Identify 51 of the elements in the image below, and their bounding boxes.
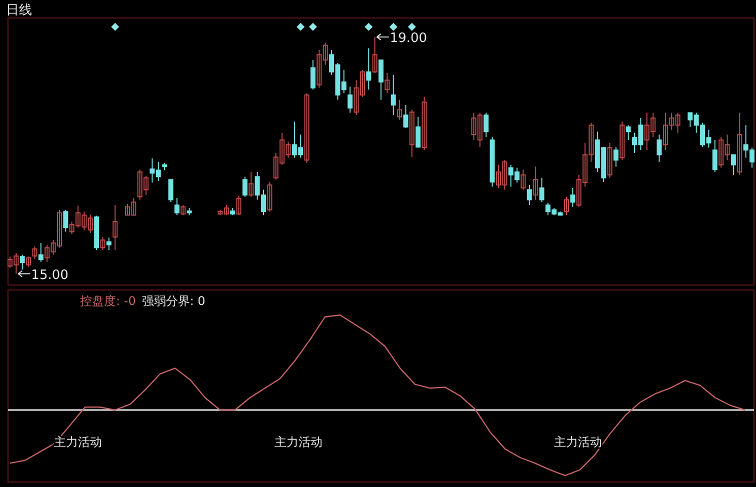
candlestick bbox=[570, 187, 576, 208]
candlestick bbox=[626, 124, 631, 140]
candlestick bbox=[730, 154, 736, 176]
annotation: 15.00 bbox=[31, 268, 68, 283]
candlestick bbox=[737, 112, 742, 176]
text: 控盘度: -0 bbox=[80, 294, 136, 308]
candlestick bbox=[607, 142, 612, 178]
candlestick bbox=[409, 109, 414, 158]
candlestick bbox=[520, 169, 526, 190]
candlestick bbox=[242, 176, 248, 198]
candlestick bbox=[613, 146, 618, 168]
candlestick bbox=[100, 236, 106, 251]
candlestick bbox=[20, 254, 25, 270]
candlestick bbox=[32, 246, 38, 260]
annotation: 主力活动 bbox=[554, 435, 602, 449]
candlestick bbox=[112, 204, 118, 251]
candlestick bbox=[348, 86, 353, 114]
candlestick bbox=[564, 196, 569, 216]
candlestick bbox=[236, 195, 242, 216]
ref-line-label: 强弱分界: 0 bbox=[142, 294, 206, 308]
candlestick bbox=[372, 36, 378, 74]
candlestick bbox=[304, 92, 310, 164]
candlestick bbox=[384, 72, 390, 94]
candlestick bbox=[248, 171, 254, 198]
candlestick bbox=[484, 112, 489, 138]
candlestick bbox=[378, 60, 384, 100]
candlestick bbox=[403, 104, 408, 129]
candlestick bbox=[26, 256, 32, 268]
candlestick bbox=[174, 197, 180, 216]
candlestick bbox=[310, 60, 316, 90]
candlestick bbox=[180, 204, 186, 216]
candlestick bbox=[526, 184, 532, 206]
candlestick bbox=[38, 242, 44, 262]
candlestick bbox=[620, 121, 625, 161]
candlestick bbox=[539, 177, 544, 203]
candlestick bbox=[366, 48, 372, 90]
candlestick bbox=[63, 209, 68, 232]
candlestick bbox=[390, 74, 396, 116]
candlestick bbox=[416, 116, 421, 148]
candlestick bbox=[656, 134, 662, 162]
annotation: 主力活动 bbox=[274, 435, 323, 449]
candlestick bbox=[422, 96, 427, 151]
candlestick bbox=[168, 179, 174, 203]
chart-title: 日线 bbox=[6, 3, 32, 18]
annotation: 19.00 bbox=[390, 30, 428, 46]
annotation: 主力活动 bbox=[54, 435, 102, 449]
candlestick bbox=[712, 139, 718, 172]
candlestick bbox=[106, 237, 112, 251]
candlestick bbox=[533, 166, 538, 200]
candlestick bbox=[267, 181, 272, 212]
candlestick bbox=[397, 99, 402, 120]
